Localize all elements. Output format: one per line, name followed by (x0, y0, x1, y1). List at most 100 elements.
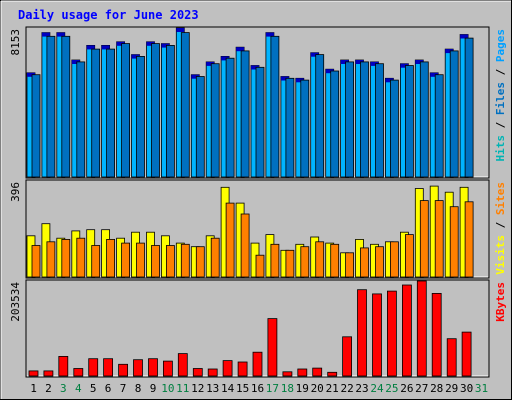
sites-bar-day-19 (300, 246, 310, 278)
sites-bar-day-10 (165, 245, 175, 278)
sites-bar-day-9 (151, 245, 160, 278)
hits-bar-cap-day-4 (71, 60, 80, 64)
hits-panel-legend: Hits / Files / Pages (494, 29, 507, 162)
files-bar-day-1 (31, 74, 41, 178)
hits-bar-cap-day-20 (310, 52, 319, 57)
legend-pages: Pages (494, 29, 507, 62)
legend-visits: Visits (494, 235, 507, 275)
kbytes-bar-day-24 (372, 293, 382, 377)
hits-panel-max-label: 8153 (9, 29, 22, 56)
hits-bar-cap-day-14 (221, 56, 230, 61)
kbytes-bar-day-28 (431, 292, 442, 377)
files-bar-day-28 (434, 74, 444, 178)
sites-bar-day-16 (255, 254, 265, 278)
hits-bar-cap-day-13 (206, 61, 215, 66)
kbytes-bar-day-17 (267, 318, 278, 377)
files-bar-day-8 (136, 56, 145, 178)
files-bar-day-20 (315, 54, 325, 178)
sites-bar-day-2 (46, 241, 56, 278)
kbytes-bar-day-18 (282, 371, 293, 377)
kbytes-panel-legend: KBytes (494, 282, 507, 322)
hits-panel-frame (25, 26, 490, 179)
x-tick-label-day-17: 17 (266, 382, 279, 395)
x-tick-label-day-11: 11 (176, 382, 189, 395)
hits-bar-cap-day-29 (445, 49, 454, 54)
sites-bar-day-15 (240, 213, 250, 278)
hits-bar-cap-day-24 (370, 61, 379, 66)
files-bar-day-15 (240, 50, 250, 178)
sites-bar-day-3 (61, 238, 71, 278)
kbytes-bar-day-8 (133, 359, 143, 377)
x-tick-label-day-7: 7 (120, 382, 127, 395)
files-bar-day-9 (151, 43, 160, 178)
hits-bar-cap-day-3 (56, 32, 65, 37)
files-bar-day-5 (91, 48, 101, 178)
hits-bar-cap-day-30 (460, 34, 469, 39)
x-tick-label-day-26: 26 (400, 382, 413, 395)
kbytes-bar-day-25 (386, 290, 397, 377)
sites-bar-day-27 (419, 200, 429, 278)
hits-bar-cap-day-23 (355, 60, 364, 64)
sites-bar-day-14 (225, 202, 235, 278)
hits-bar-cap-day-6 (101, 45, 110, 50)
sites-bar-day-20 (315, 241, 325, 278)
kbytes-bar-day-14 (222, 360, 233, 377)
sites-bar-day-25 (389, 241, 399, 278)
files-bar-day-29 (449, 50, 459, 178)
sites-bar-day-21 (330, 243, 340, 278)
x-tick-label-day-9: 9 (150, 382, 157, 395)
hits-bar-cap-day-18 (280, 76, 289, 81)
files-bar-day-21 (330, 70, 340, 178)
sites-bar-day-28 (434, 200, 444, 278)
kbytes-bar-day-27 (416, 280, 427, 377)
files-bar-day-2 (46, 35, 56, 178)
legend-files: Files (494, 82, 507, 115)
x-axis-day-labels: 1 2 3 4 5 6 7 8 9 10 11 12 13 14 15 16 17 18 19 20 21 22 23 24 2… (30, 382, 488, 395)
sites-bar-day-23 (360, 247, 369, 278)
legend-hits: Hits (494, 135, 507, 162)
files-bar-day-11 (180, 32, 190, 178)
kbytes-bar-day-29 (446, 338, 457, 377)
kbytes-bar-day-5 (88, 358, 99, 377)
x-tick-label-day-18: 18 (281, 382, 294, 395)
kbytes-bar-day-3 (58, 355, 69, 377)
x-tick-label-day-6: 6 (105, 382, 112, 395)
kbytes-bar-day-1 (28, 370, 39, 377)
kbytes-bar-day-22 (342, 336, 353, 377)
x-tick-label-day-1: 1 (30, 382, 37, 395)
kbytes-panel-frame (25, 279, 490, 378)
hits-panel: 8153 Hits / Files / Pages (9, 26, 507, 179)
kbytes-bar-day-15 (237, 361, 248, 377)
files-bar-day-7 (121, 43, 130, 178)
hits-bar-cap-day-16 (251, 65, 259, 70)
sites-bar-day-24 (375, 246, 384, 278)
legend-kbytes: KBytes (494, 282, 507, 322)
files-bar-day-23 (360, 61, 369, 178)
files-bar-day-17 (270, 35, 280, 178)
sites-bar-day-26 (404, 234, 414, 278)
files-bar-day-10 (165, 45, 175, 178)
sites-bar-day-5 (91, 245, 101, 278)
sites-bar-day-13 (210, 237, 220, 278)
files-bar-day-24 (375, 63, 384, 178)
hits-bar-cap-day-26 (400, 63, 409, 68)
kbytes-bar-day-9 (148, 358, 158, 377)
sites-bar-day-30 (464, 201, 474, 278)
files-bar-day-27 (419, 61, 429, 178)
kbytes-panel-max-label: 203534 (9, 282, 22, 322)
x-tick-label-day-3: 3 (60, 382, 67, 395)
kbytes-bar-day-11 (177, 353, 188, 377)
files-bar-day-25 (389, 79, 399, 178)
hits-bar-cap-day-9 (146, 41, 155, 46)
files-bar-day-26 (404, 65, 414, 178)
visits-panel-legend: Visits / Sites (494, 182, 507, 275)
visits-panel-max-label: 396 (9, 182, 22, 202)
hits-bar-cap-day-28 (430, 72, 439, 77)
sites-bar-day-1 (31, 245, 41, 278)
x-tick-label-day-30: 30 (460, 382, 473, 395)
sites-bar-day-17 (270, 243, 280, 278)
files-bar-day-6 (106, 48, 115, 178)
hits-bar-cap-day-2 (41, 32, 50, 37)
x-tick-label-day-2: 2 (45, 382, 52, 395)
